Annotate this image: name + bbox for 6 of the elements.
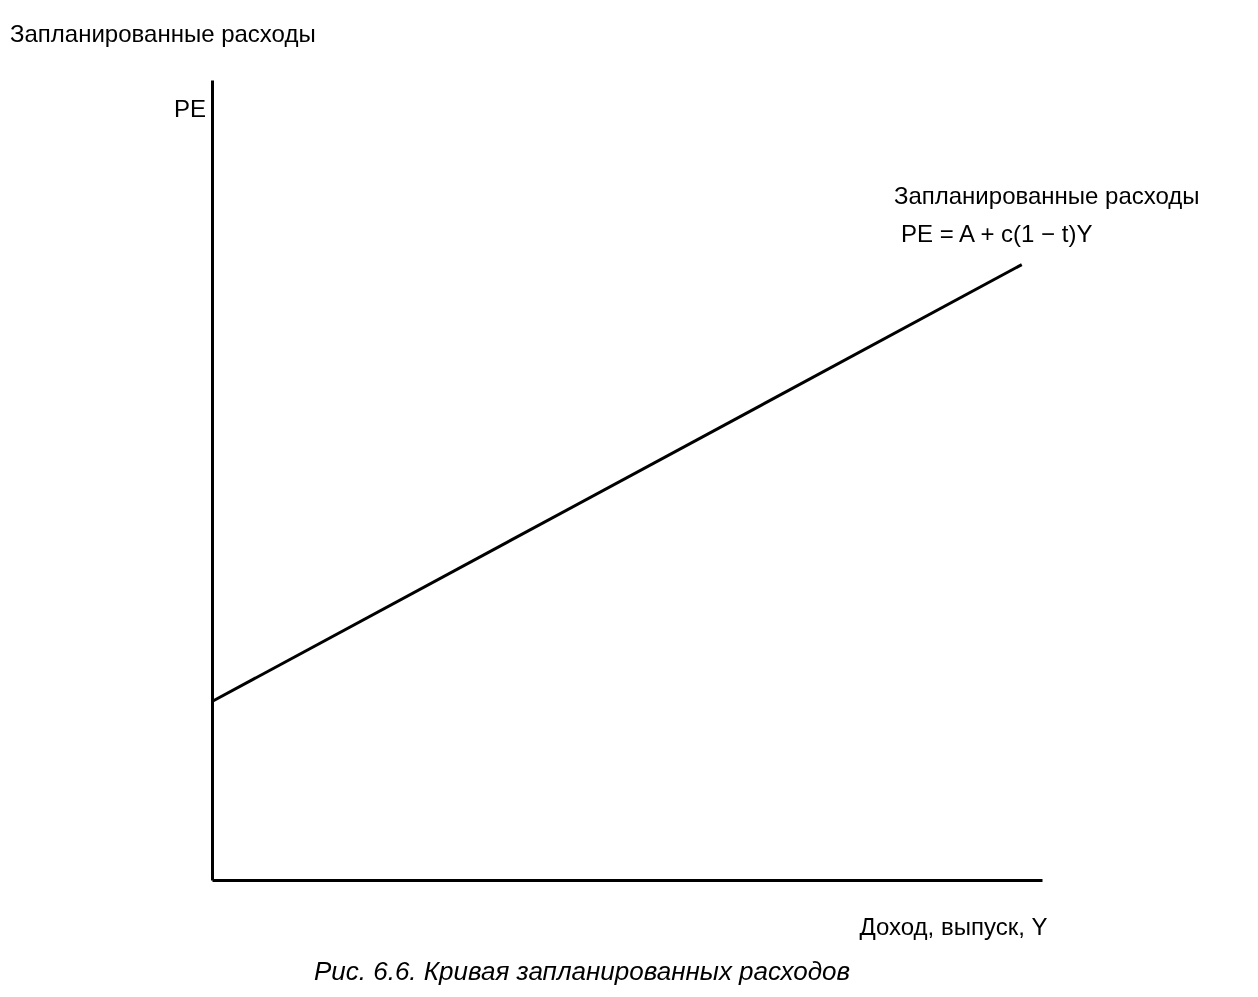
text: Запланированные расходы (893, 181, 1200, 209)
x-axis-title: Доход, выпуск, Y (859, 912, 1048, 940)
text: Рис. 6.6. Кривая запланированных расходов (313, 956, 851, 986)
text: Запланированные расходы (10, 20, 316, 47)
text: PE = A + c(1 − t)Y (901, 219, 1093, 247)
text: PE (174, 95, 207, 122)
